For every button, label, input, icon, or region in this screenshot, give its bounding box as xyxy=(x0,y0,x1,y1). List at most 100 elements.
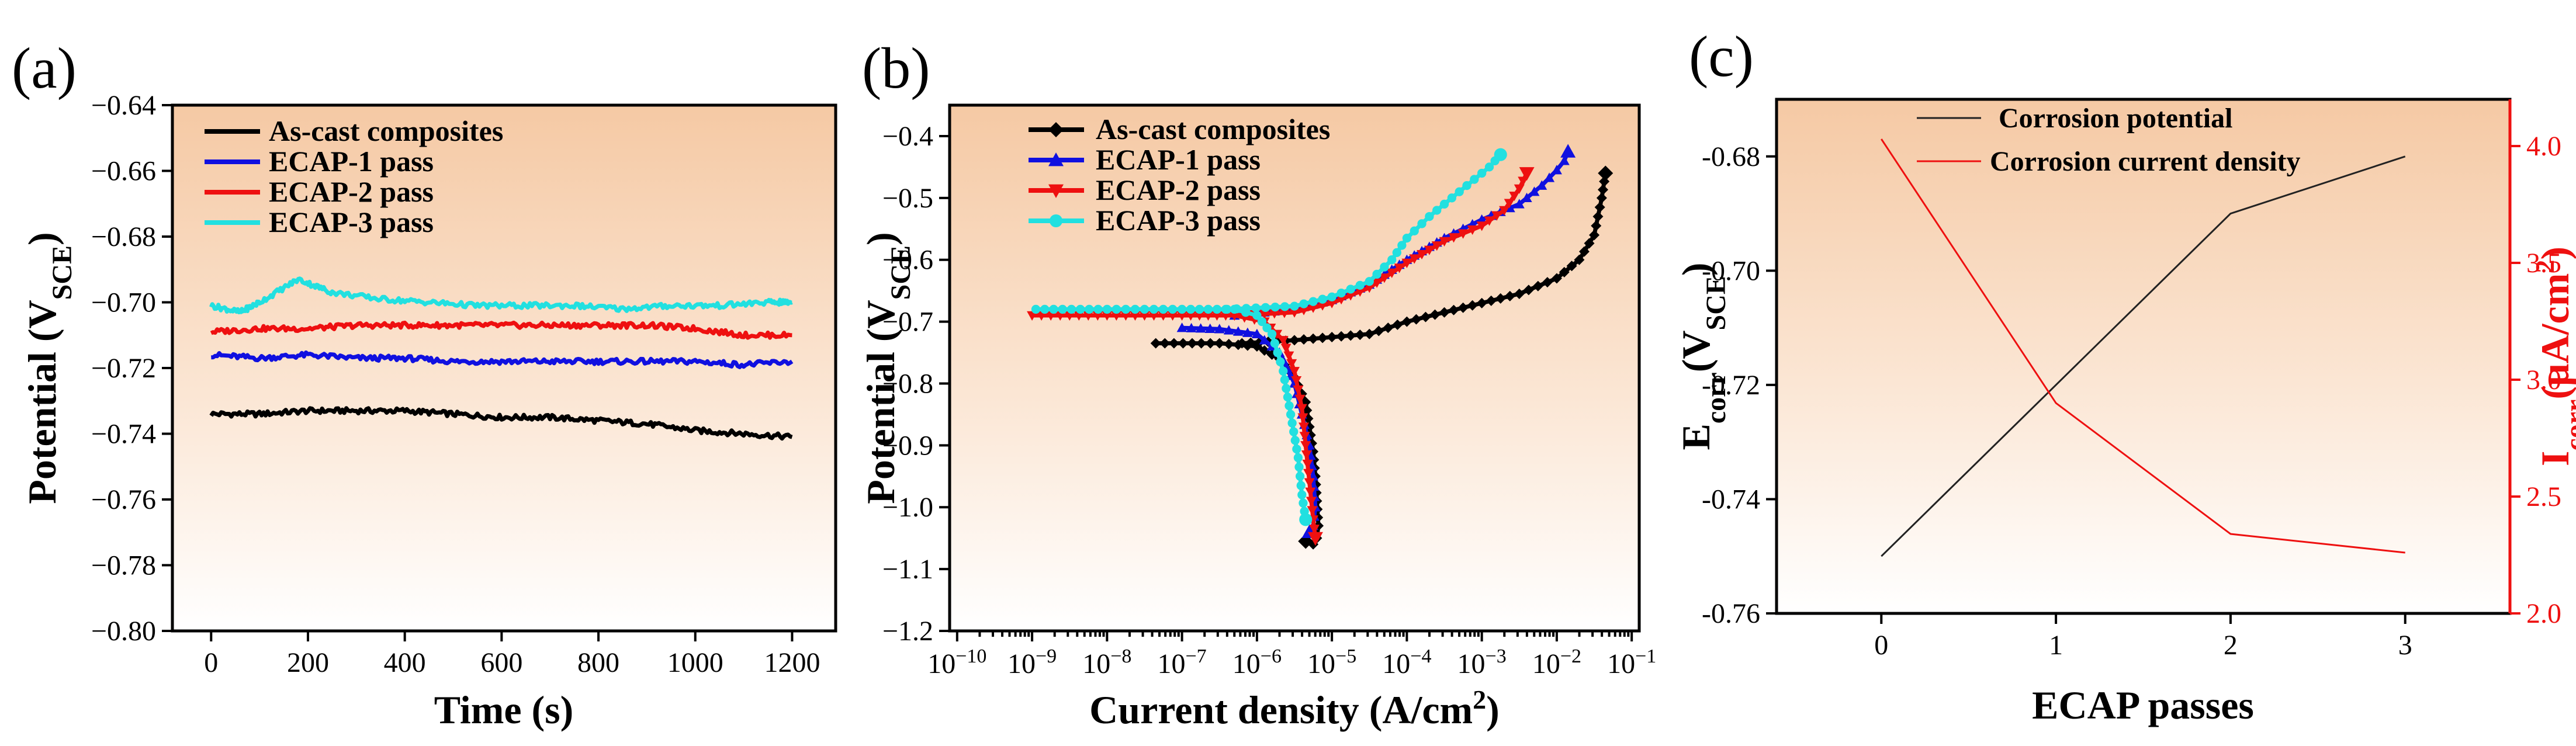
panel-a-y-tick-label: −0.64 xyxy=(91,90,156,121)
panel-b-marker xyxy=(1420,311,1431,322)
panel-b-marker xyxy=(1345,291,1356,301)
panel-b-marker xyxy=(1186,322,1197,332)
panel-b-marker xyxy=(1560,144,1576,158)
panel-b-marker xyxy=(1257,317,1267,327)
panel-b-marker xyxy=(1168,338,1179,349)
panel-b-marker xyxy=(1287,418,1297,428)
panel-b-marker xyxy=(1177,304,1187,314)
panel-b-marker xyxy=(1223,338,1234,349)
panel-b-marker xyxy=(1411,314,1422,325)
panel-b-marker xyxy=(1291,376,1302,386)
panel-b-marker xyxy=(1519,167,1535,181)
panel-b-marker xyxy=(1176,311,1187,321)
panel-a-legend-label: As-cast composites xyxy=(269,114,503,147)
panel-b-marker xyxy=(1379,273,1390,283)
panel-b-marker xyxy=(1307,532,1323,546)
panel-b-marker xyxy=(1252,311,1262,320)
panel-b-marker xyxy=(1292,445,1301,454)
panel-b-marker xyxy=(1299,422,1310,432)
panel-b-marker xyxy=(1476,221,1487,231)
panel-a-x-tick-label: 200 xyxy=(287,647,329,678)
panel-b-marker xyxy=(1523,284,1534,296)
panel-c-right-y-tick-label: 2.0 xyxy=(2526,598,2561,629)
panel-a: (a) 0 200 400 600 800 1000 1200 −0.80 −0.78 −0.76… xyxy=(12,36,837,732)
panel-b-marker xyxy=(1551,273,1562,284)
panel-b-marker xyxy=(1387,255,1397,265)
panel-b-marker xyxy=(1211,311,1223,321)
panel-b-marker xyxy=(1289,335,1300,346)
panel-b-marker xyxy=(1296,404,1307,414)
panel-b-marker xyxy=(1304,478,1315,488)
panel-b-marker xyxy=(1544,172,1555,182)
panel-a-y-tick-label: −0.72 xyxy=(91,353,156,384)
panel-b-marker xyxy=(1280,302,1290,311)
panel-b-marker xyxy=(1327,299,1338,308)
panel-b-marker xyxy=(1467,225,1478,235)
panel-b-marker xyxy=(1195,323,1206,333)
panel-b-marker xyxy=(1229,311,1240,321)
panel-b-marker xyxy=(1282,384,1291,393)
panel-b-marker xyxy=(1294,462,1304,472)
panel-b-marker xyxy=(1212,304,1222,314)
panel-b-marker xyxy=(1269,309,1280,319)
panel-b-marker xyxy=(1093,304,1103,314)
panel-c-left-y-tick-label: -0.76 xyxy=(1702,598,1760,629)
panel-b-marker xyxy=(1302,459,1313,470)
panel-b-marker xyxy=(1386,268,1397,278)
panel-a-y-tick-label: −0.74 xyxy=(91,419,156,450)
panel-a-plot-area xyxy=(172,105,836,631)
panel-b-marker xyxy=(1532,280,1543,292)
panel-c-plot-area xyxy=(1777,99,2510,613)
panel-b-marker xyxy=(1529,186,1540,196)
panel-b-x-tick-label: 10−9 xyxy=(1007,646,1057,680)
panel-b-marker xyxy=(1262,323,1272,332)
panel-b-marker xyxy=(1076,304,1085,314)
panel-b-marker xyxy=(1425,211,1434,221)
panel-b-marker xyxy=(1514,288,1525,299)
panel-b-marker xyxy=(1112,304,1121,314)
panel-b-marker xyxy=(1139,311,1150,321)
panel-b-marker xyxy=(1232,304,1241,314)
panel-b-marker xyxy=(1283,351,1294,361)
panel-b-marker xyxy=(1299,513,1313,526)
panel-c-x-tick-label: 2 xyxy=(2224,630,2238,661)
panel-b-marker xyxy=(1424,245,1435,255)
panel-b-marker xyxy=(1276,357,1285,367)
panel-b-marker xyxy=(1301,450,1312,460)
panel-c-label: (c) xyxy=(1689,24,1754,89)
panel-b-marker xyxy=(1336,331,1347,342)
panel-b-marker xyxy=(1242,327,1253,337)
panel-b-marker xyxy=(1476,297,1487,308)
panel-b-y-tick-label: −0.6 xyxy=(882,245,933,276)
panel-b-marker xyxy=(1318,294,1327,304)
panel-b-marker xyxy=(1448,304,1459,315)
panel-b-marker xyxy=(1308,525,1320,535)
panel-b-marker xyxy=(1140,304,1149,314)
panel-a-legend-label: ECAP-3 pass xyxy=(269,206,434,238)
panel-b-marker xyxy=(1027,311,1038,321)
panel-b-marker xyxy=(1439,307,1450,318)
panel-b-y-tick-label: −0.8 xyxy=(882,368,933,399)
panel-b-marker xyxy=(1040,304,1050,314)
panel-b-marker xyxy=(1417,249,1428,260)
panel-b-marker xyxy=(1158,311,1169,321)
panel-b-marker xyxy=(1295,471,1305,481)
panel-b-marker xyxy=(1598,184,1609,195)
panel-c-right-y-tick-label: 4.0 xyxy=(2526,131,2561,162)
panel-b-marker xyxy=(1410,226,1419,235)
panel-b-marker xyxy=(1083,311,1094,321)
panel-b-marker xyxy=(1355,329,1366,341)
panel-b-x-tick-label: 10−4 xyxy=(1382,646,1431,680)
panel-b-marker xyxy=(1245,337,1256,348)
panel-b-marker xyxy=(1067,304,1076,314)
panel-c-x-tick-label: 0 xyxy=(1874,630,1888,661)
panel-b-marker xyxy=(1277,336,1289,346)
panel-b-marker xyxy=(1317,332,1328,343)
panel-b-marker xyxy=(1176,322,1187,332)
panel-b-marker xyxy=(1251,328,1262,338)
panel-b-marker xyxy=(1345,330,1356,341)
panel-b-marker xyxy=(1383,322,1394,334)
panel-b-marker xyxy=(1130,304,1140,314)
panel-b-marker xyxy=(1150,338,1161,349)
panel-b-marker xyxy=(1159,338,1171,349)
